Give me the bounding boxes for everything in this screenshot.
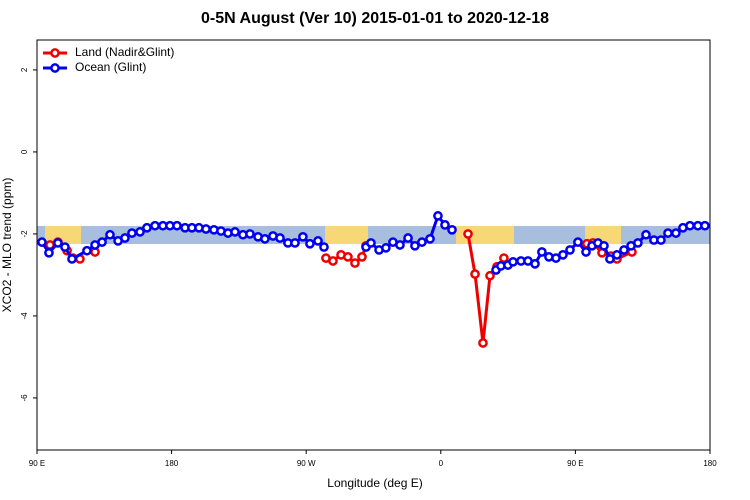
data-point [290, 238, 300, 248]
legend-marker [50, 63, 60, 73]
data-point [366, 238, 376, 248]
data-point [433, 211, 443, 221]
data-point [656, 235, 666, 245]
data-point [328, 256, 338, 266]
data-point [37, 237, 47, 247]
y-tick-label: -2 [20, 230, 29, 238]
legend-marker [50, 48, 60, 58]
data-point [663, 228, 673, 238]
y-tick-label: 2 [20, 67, 29, 72]
data-point [127, 228, 137, 238]
data-point [44, 247, 54, 258]
data-point [410, 240, 420, 251]
data-point [260, 234, 270, 244]
data-point [403, 233, 413, 243]
data-point [319, 242, 329, 252]
data-point [381, 243, 391, 253]
data-point [605, 254, 615, 264]
y-tick-label: -6 [20, 394, 29, 402]
data-point [499, 253, 509, 263]
data-point [558, 249, 568, 260]
data-point [142, 222, 152, 233]
data-point [82, 245, 92, 256]
x-tick-label: 0 [439, 459, 444, 468]
data-point [343, 252, 353, 262]
y-axis-label: XCO2 - MLO trend (ppm) [0, 178, 14, 313]
data-point [470, 269, 480, 279]
x-tick-label: 90 W [297, 459, 316, 468]
legend-label: Ocean (Glint) [75, 60, 146, 74]
data-point [700, 220, 710, 231]
data-point [565, 245, 575, 255]
data-point [573, 237, 583, 247]
data-point [463, 229, 473, 239]
data-point [305, 238, 315, 249]
data-point [685, 220, 695, 231]
x-axis-label: Longitude (deg E) [327, 476, 422, 490]
data-point [395, 240, 405, 250]
data-point [612, 249, 622, 260]
data-point [313, 236, 323, 246]
data-point [508, 256, 518, 267]
x-tick-label: 90 E [567, 459, 583, 468]
y-tick-label: 0 [20, 149, 29, 154]
data-point [599, 240, 609, 251]
data-point [230, 227, 240, 237]
plot-frame [36, 39, 711, 451]
chart-title: 0-5N August (Ver 10) 2015-01-01 to 2020-… [201, 10, 549, 27]
data-point [172, 220, 182, 231]
data-point [105, 229, 115, 240]
data-point [485, 270, 495, 281]
data-point [417, 237, 427, 247]
legend-label: Land (Nadir&Glint) [75, 45, 174, 59]
data-point [298, 231, 308, 242]
y-tick-label: -4 [20, 312, 29, 320]
x-tick-label: 180 [165, 459, 179, 468]
data-point [245, 229, 255, 239]
data-point [120, 233, 130, 243]
data-point [530, 259, 540, 269]
data-point [619, 245, 629, 255]
data-point [135, 227, 145, 237]
data-point [150, 220, 160, 231]
data-point [60, 242, 70, 252]
data-point [201, 224, 211, 234]
data-point [671, 228, 681, 238]
data-point [537, 247, 547, 257]
data-point [357, 252, 367, 262]
data-point [67, 254, 77, 264]
data-point [633, 238, 643, 248]
data-point [581, 247, 591, 257]
data-point [440, 220, 450, 230]
x-tick-label: 90 E [29, 459, 45, 468]
data-point [275, 233, 285, 243]
data-point [478, 338, 488, 348]
x-tick-label: 180 [703, 459, 717, 468]
data-point [97, 237, 107, 247]
data-point [641, 229, 651, 240]
data-point [447, 224, 457, 235]
data-point [53, 238, 63, 248]
data-point [350, 258, 360, 268]
data-point [425, 234, 435, 244]
